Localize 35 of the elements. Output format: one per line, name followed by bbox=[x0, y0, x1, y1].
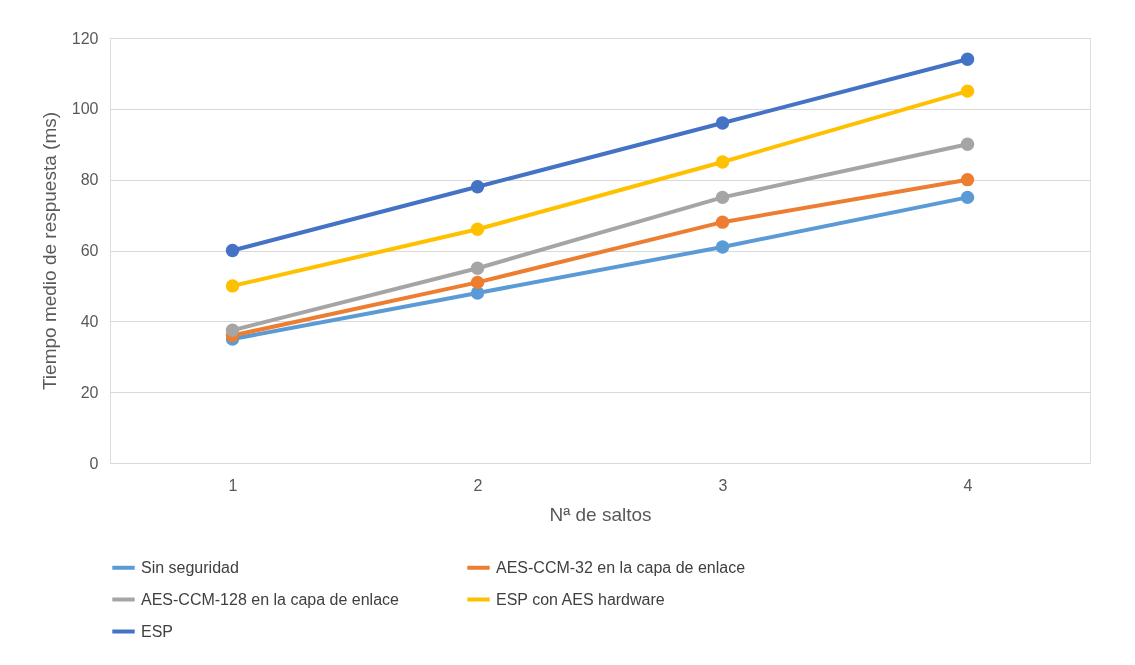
point bbox=[225, 279, 240, 293]
point bbox=[715, 116, 730, 130]
point bbox=[960, 137, 975, 151]
legend-label: ESP con AES hardware bbox=[496, 590, 665, 608]
legend-label: Sin seguridad bbox=[141, 558, 239, 576]
point bbox=[470, 275, 485, 290]
x-tick-label: 2 bbox=[473, 476, 483, 494]
legend-label: AES-CCM-32 en la capa de enlace bbox=[496, 558, 746, 576]
x-tick-label: 1 bbox=[228, 476, 238, 494]
point bbox=[470, 180, 485, 194]
y-tick-label: 100 bbox=[71, 100, 99, 118]
point bbox=[715, 190, 730, 205]
point bbox=[715, 240, 730, 254]
y-tick-label: 80 bbox=[80, 171, 99, 189]
point bbox=[715, 155, 730, 169]
point bbox=[715, 215, 730, 229]
point bbox=[960, 172, 975, 187]
point bbox=[225, 243, 240, 258]
point bbox=[470, 222, 485, 236]
y-tick-label: 0 bbox=[89, 454, 99, 472]
legend-label: AES-CCM-128 en la capa de enlace bbox=[141, 590, 400, 608]
point bbox=[225, 323, 240, 337]
x-tick-label: 4 bbox=[963, 476, 973, 494]
y-tick-label: 40 bbox=[80, 312, 99, 330]
point bbox=[960, 190, 975, 205]
legend-label: ESP bbox=[141, 622, 174, 640]
point bbox=[470, 261, 485, 275]
y-axis-title: Tiempo medio de respuesta (ms) bbox=[38, 111, 60, 391]
y-tick-label: 60 bbox=[80, 242, 99, 259]
point bbox=[960, 52, 975, 66]
y-tick-label: 120 bbox=[71, 29, 99, 47]
x-axis-title: Nª de saltos bbox=[549, 503, 652, 525]
x-tick-label: 3 bbox=[718, 476, 728, 494]
y-tick-label: 20 bbox=[80, 383, 99, 401]
point bbox=[960, 84, 975, 98]
